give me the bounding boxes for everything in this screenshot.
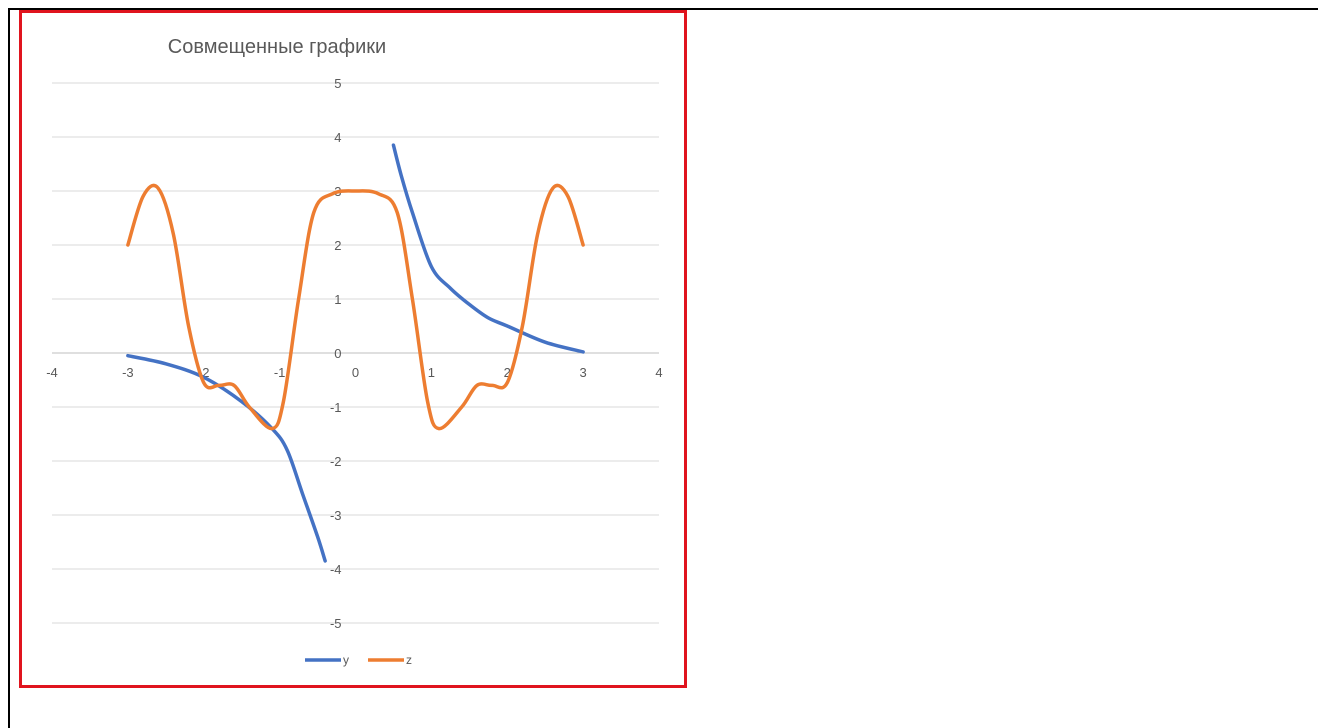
series-lines — [126, 143, 585, 563]
document-cell-border — [8, 8, 1318, 728]
series-line-z — [126, 183, 585, 431]
y-tick-label: -2 — [330, 454, 342, 469]
x-tick-label: -2 — [198, 365, 210, 380]
series-line-y — [391, 143, 585, 354]
x-tick-label: 4 — [655, 365, 662, 380]
legend-label-z: z — [406, 653, 412, 667]
y-tick-label: -3 — [330, 508, 342, 523]
y-tick-label: 1 — [334, 292, 341, 307]
y-tick-label: 0 — [334, 346, 341, 361]
series-line-y — [126, 353, 327, 563]
gridlines — [52, 82, 659, 624]
x-tick-label: 0 — [352, 365, 359, 380]
chart-container[interactable]: Совмещенные графики 5 4 3 2 1 0 -1 -2 -3 -4 -5 -4-… — [19, 10, 687, 688]
x-tick-labels: -4 -3 -2 -1 0 1 2 3 4 — [46, 365, 662, 380]
chart-title: Совмещенные графики — [168, 36, 386, 58]
y-tick-label: -5 — [330, 616, 342, 631]
legend-label-y: y — [343, 653, 349, 667]
y-tick-label: 4 — [334, 130, 341, 145]
y-tick-label: -1 — [330, 400, 342, 415]
x-tick-label: -4 — [46, 365, 58, 380]
y-tick-label: 2 — [334, 238, 341, 253]
x-tick-label: 1 — [428, 365, 435, 380]
x-tick-label: 3 — [580, 365, 587, 380]
y-tick-label: -4 — [330, 562, 342, 577]
x-tick-label: -1 — [274, 365, 286, 380]
y-tick-label: 5 — [334, 76, 341, 91]
x-tick-label: -3 — [122, 365, 134, 380]
x-tick-label: 2 — [504, 365, 511, 380]
